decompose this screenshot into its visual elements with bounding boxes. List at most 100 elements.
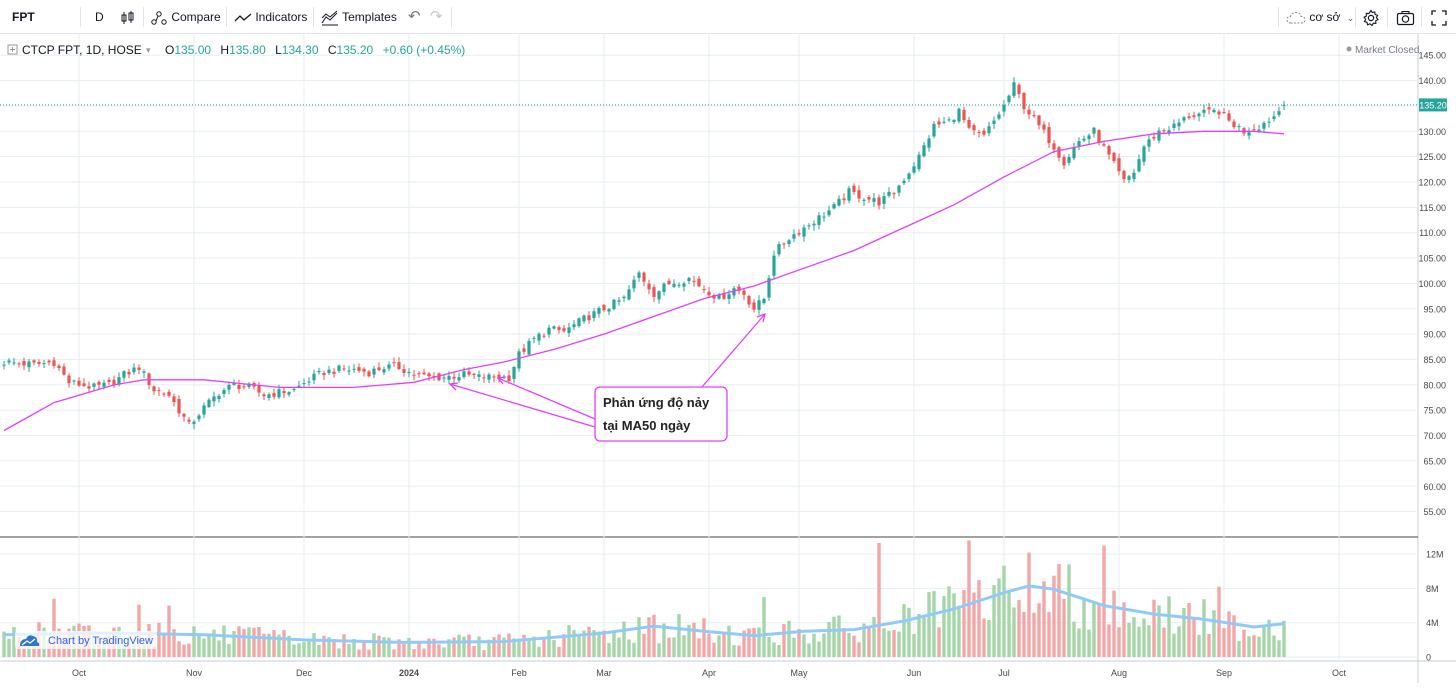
indicators-button[interactable]: Indicators [234,0,307,34]
time-axis[interactable]: Oct Nov Dec 2024 Feb Mar Apr May Jun Jul Aug Sep Oct [72,668,1347,678]
candle-body [817,215,821,225]
price-tick-label: 105.00 [1418,254,1446,264]
candle-body [1002,104,1006,112]
redo-icon[interactable]: ↷ [430,8,443,25]
volume-bar [7,638,11,657]
volume-bar [1237,640,1241,657]
candle-body [2,364,6,366]
volume-bar [292,644,296,657]
volume-bar [1017,600,1021,657]
price-tick-label: 100.00 [1418,279,1446,289]
candle [72,379,76,385]
candle-body [162,393,166,395]
volume-bar [677,614,681,657]
legend-chevron-icon[interactable]: ▾ [146,45,151,55]
volume-bar [707,633,711,657]
candle-body [277,389,281,398]
candle-body [647,283,651,290]
undo-icon[interactable]: ↶ [408,8,421,25]
candle-body [542,335,546,337]
candle-body [1027,109,1031,115]
candle-body [102,382,106,387]
candle-body [447,375,451,380]
candle-body [792,234,796,239]
candle-body [52,360,56,366]
candle [152,385,156,395]
annotation-box[interactable] [594,386,728,442]
volume-tick-label: 8M [1426,584,1439,594]
candle [1157,127,1161,144]
symbol-search[interactable]: FPT [12,10,35,24]
chart-area[interactable]: 55.00 60.00 65.00 70.00 75.00 80.00 85.00 90.00… [0,34,1456,683]
candle-body [357,367,361,371]
candle-body [482,377,486,379]
candle-body [372,368,376,375]
volume-bar [247,627,251,657]
candle-body [972,125,976,131]
volume-bar [1197,634,1201,657]
candle [302,378,306,388]
candle-body [42,363,46,365]
volume-bar [652,614,656,657]
candle-body [1047,127,1051,144]
candle-body [342,368,346,370]
candle [857,185,861,203]
templates-button[interactable]: Templates [321,0,397,34]
candle [552,325,556,330]
volume-bar [472,645,476,657]
gear-icon[interactable] [1362,0,1380,34]
candle [127,368,131,379]
layout-button[interactable]: cơ sở ⌄ [1286,0,1354,34]
candle [747,295,751,308]
candle-body [1022,93,1026,110]
tradingview-logo-icon [20,635,40,646]
price-tick-label: 115.00 [1419,203,1446,213]
candle-body [142,371,146,373]
volume-bar [1137,626,1141,657]
candle-body [642,272,646,282]
price-axis[interactable]: 55.00 60.00 65.00 70.00 75.00 80.00 85.00 90.00… [1418,51,1447,517]
volume-bar [902,604,906,657]
candle-body [747,295,751,305]
candle-body [562,328,566,332]
candle [1272,111,1276,122]
volume-bar [382,637,386,657]
price-chart[interactable]: 55.00 60.00 65.00 70.00 75.00 80.00 85.00 90.00… [0,34,1456,683]
volume-bar [602,630,606,657]
compare-button[interactable]: Compare [150,0,221,34]
candle-body [872,198,876,202]
candle [912,161,916,175]
candle [77,377,81,388]
volume-tick-label: 4M [1426,618,1439,628]
candle-body [247,383,251,387]
candle-body [347,370,351,372]
volume-bar [222,625,226,657]
volume-bar [1262,625,1266,657]
candle-body [452,376,456,379]
fullscreen-icon[interactable] [1431,0,1447,34]
volume-bar [1047,612,1051,657]
toolbar-separator [226,7,227,27]
toolbar-separator [313,7,314,27]
camera-icon[interactable] [1396,0,1415,34]
annotation[interactable]: Phản ứng độ nảy tại MA50 ngày [448,312,766,442]
candle [642,271,646,287]
legend-collapse-box[interactable] [7,44,18,55]
candle [412,370,416,381]
volume-bar [1232,615,1236,657]
candle [227,381,231,395]
candle-body [1227,113,1231,121]
volume-bar [952,593,956,657]
volume-axis[interactable]: 0 4M 8M 12M [1426,550,1444,663]
candle-body [1052,143,1056,150]
candle [157,387,161,396]
volume-bar [882,628,886,657]
candle [832,202,836,210]
candle [492,374,496,383]
tradingview-watermark[interactable]: Chart by TradingView [15,631,157,649]
candles-icon[interactable] [120,0,136,34]
interval-button[interactable]: D [95,10,104,24]
volume-bar [767,636,771,657]
candle [1142,145,1146,166]
candle-body [327,369,331,374]
